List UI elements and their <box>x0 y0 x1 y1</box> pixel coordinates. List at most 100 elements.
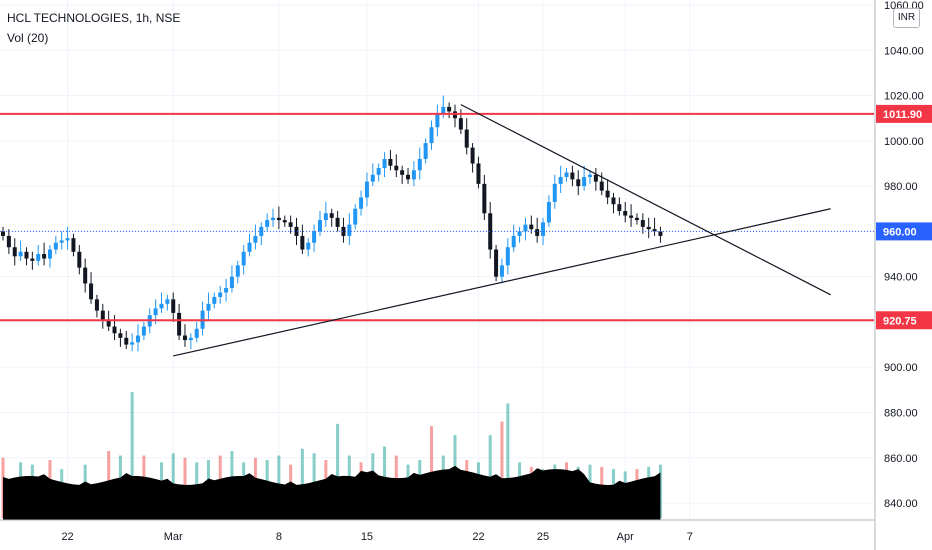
y-tick-label: 880.00 <box>884 408 918 420</box>
candle-body <box>634 217 639 221</box>
candle-body <box>423 143 428 159</box>
candle-body <box>623 211 628 216</box>
candle-body <box>182 335 187 341</box>
volume-bar <box>488 435 492 519</box>
candle-body <box>153 308 158 316</box>
candle-body <box>523 224 528 232</box>
chart-title: HCL TECHNOLOGIES, 1h, NSE <box>7 11 181 25</box>
time-axis <box>0 520 874 550</box>
candle-body <box>447 106 452 112</box>
volume-average-area <box>3 465 661 520</box>
candle-body <box>171 299 176 313</box>
x-tick-label: 25 <box>537 531 549 543</box>
candle-body <box>112 326 117 334</box>
candle-body <box>253 235 258 243</box>
level-1-tag <box>876 311 932 330</box>
y-tick-label: 940.00 <box>884 272 918 284</box>
candle-body <box>335 217 340 227</box>
candle-body <box>546 201 551 223</box>
candle-body <box>382 158 387 169</box>
candle-body <box>658 231 663 236</box>
candle-body <box>370 174 375 182</box>
candle-body <box>464 129 469 148</box>
candle-body <box>629 215 634 218</box>
y-tick-label: 860.00 <box>884 453 918 465</box>
candle-body <box>282 220 287 223</box>
indicator-label: Vol (20) <box>7 31 49 45</box>
candle-body <box>53 242 58 250</box>
candle-body <box>535 229 540 236</box>
candle-body <box>312 231 317 243</box>
y-tick-label: 1040.00 <box>884 45 924 57</box>
candle-body <box>364 181 369 198</box>
level-0-tag-label: 1011.90 <box>883 109 922 121</box>
candle-body <box>494 249 499 277</box>
candle-body <box>159 303 164 309</box>
candle-body <box>406 174 411 180</box>
candle-body <box>417 158 422 171</box>
candle-body <box>411 170 416 180</box>
candle-body <box>359 197 364 209</box>
currency-badge[interactable]: INR <box>893 8 920 28</box>
candle-body <box>552 183 557 202</box>
candle-body <box>599 181 604 191</box>
candle-body <box>212 297 217 304</box>
candle-body <box>541 222 546 236</box>
candle-body <box>341 226 346 236</box>
candle-body <box>511 235 516 248</box>
y-tick-label: 840.00 <box>884 498 918 510</box>
candle-body <box>582 177 587 187</box>
candle-body <box>488 213 493 250</box>
x-tick-label: 8 <box>276 531 282 543</box>
candle-body <box>30 258 35 261</box>
volume-bar <box>500 421 504 519</box>
candle-body <box>130 342 135 345</box>
candle-body <box>617 204 622 212</box>
candle-body <box>224 288 229 293</box>
candle-body <box>177 312 182 336</box>
candle-body <box>1 231 5 236</box>
y-tick-label: 1020.00 <box>884 91 924 103</box>
candle-body <box>564 172 569 178</box>
x-tick-label: 7 <box>687 531 693 543</box>
candle-body <box>441 106 446 114</box>
candle-body <box>376 168 381 175</box>
candle-body <box>329 213 334 218</box>
candle-body <box>194 328 199 338</box>
candle-body <box>12 247 17 257</box>
candle-body <box>100 310 105 320</box>
candle-body <box>165 299 170 304</box>
candle-body <box>188 337 193 341</box>
plot-area <box>0 0 874 520</box>
candle-body <box>265 220 270 227</box>
candle-body <box>400 170 405 175</box>
candle-body <box>106 319 111 327</box>
candle-body <box>435 113 440 128</box>
candle-body <box>611 197 616 205</box>
candle-body <box>476 163 481 184</box>
candle-body <box>482 183 487 214</box>
candle-body <box>276 217 281 221</box>
y-tick-label: 1000.00 <box>884 136 924 148</box>
candle-body <box>77 251 82 268</box>
candle-body <box>646 226 651 230</box>
x-tick-label: 22 <box>61 531 73 543</box>
candle-body <box>605 190 610 198</box>
candle-body <box>323 213 328 221</box>
candle-body <box>652 229 657 232</box>
trendline-descending-resistance <box>460 104 831 296</box>
candle-body <box>206 303 211 311</box>
candle-body <box>576 179 581 187</box>
candle-body <box>59 240 64 243</box>
candle-body <box>529 224 534 230</box>
candle-body <box>458 118 463 130</box>
candle-body <box>558 177 563 184</box>
candle-body <box>89 283 94 300</box>
candle-body <box>640 220 645 227</box>
candle-body <box>136 335 141 343</box>
level-1-tag-label: 920.75 <box>883 315 917 327</box>
candle-body <box>505 247 510 266</box>
level-0-tag <box>876 104 932 123</box>
